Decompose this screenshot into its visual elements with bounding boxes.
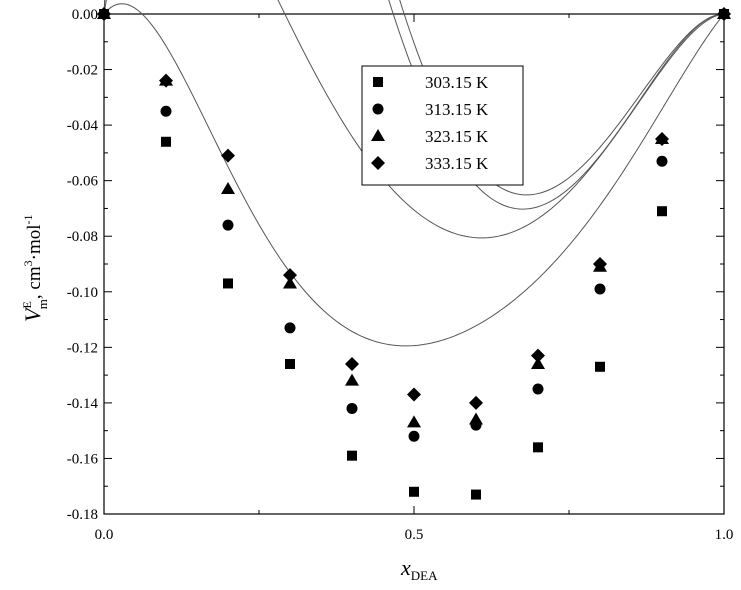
y-tick-label: -0.04 <box>67 118 99 134</box>
fit-line-1 <box>103 3 725 347</box>
data-point-s4 <box>159 73 173 88</box>
x-axis-title-main: x <box>400 555 411 580</box>
data-point-s1 <box>409 486 419 497</box>
data-point-s1 <box>285 359 295 369</box>
data-point-s3 <box>407 415 421 428</box>
x-axis-title: xDEA <box>400 555 438 583</box>
data-point-s2 <box>160 105 172 117</box>
data-point-s4 <box>221 148 235 163</box>
legend-label-3: 323.15 K <box>425 127 489 146</box>
x-tick-label: 1.0 <box>715 527 734 543</box>
y-tick-label: 0.00 <box>72 7 98 23</box>
legend-label-2: 313.15 K <box>425 100 489 119</box>
y-tick-label: -0.12 <box>67 340 98 356</box>
legend-marker-4 <box>371 156 385 170</box>
y-tick-label: -0.10 <box>67 285 98 301</box>
y-axis-title: VEm, cm3·mol-1 <box>20 214 50 322</box>
data-point-s1 <box>533 442 543 453</box>
data-point-s3 <box>469 412 483 425</box>
legend-marker-1 <box>373 77 383 87</box>
data-point-s4 <box>593 257 607 271</box>
legend-marker-3 <box>371 129 385 141</box>
y-tick-label: -0.18 <box>67 507 98 523</box>
y-tick-label: -0.02 <box>67 63 98 79</box>
legend-items: 303.15 K 313.15 K 323.15 K 333.15 K <box>371 73 489 173</box>
data-point-s4 <box>655 132 669 146</box>
y-tick-label: -0.08 <box>67 229 98 245</box>
data-point-s3 <box>221 182 235 194</box>
data-point-s4 <box>283 268 297 283</box>
legend: 303.15 K 313.15 K 323.15 K 333.15 K <box>361 65 524 186</box>
data-point-s1 <box>657 206 667 217</box>
y-tick-label: -0.14 <box>67 396 99 412</box>
y-axis-title-unit: , cm <box>24 266 45 299</box>
data-point-s3 <box>283 276 297 289</box>
data-point-s2 <box>408 430 420 442</box>
data-point-s3 <box>531 357 545 369</box>
y-axis-title-dot: · <box>24 254 45 260</box>
data-point-s1 <box>595 361 605 372</box>
data-point-s4 <box>531 348 545 363</box>
data-point-s2 <box>222 219 234 231</box>
y-axis-title-sup: E <box>20 301 34 308</box>
y-axis-title-sup2: 3 <box>21 260 35 266</box>
y-axis-title-unit2: mol <box>24 224 45 254</box>
data-point-s4 <box>469 395 483 410</box>
data-point-s2 <box>594 283 606 295</box>
data-point-s2 <box>656 155 668 167</box>
legend-box <box>361 65 524 186</box>
data-point-s1 <box>347 450 357 461</box>
data-point-s3 <box>345 373 359 386</box>
legend-label-1: 303.15 K <box>425 73 489 92</box>
data-point-s2 <box>284 322 296 334</box>
y-axis-title-sup3: -1 <box>21 214 35 224</box>
data-point-s1 <box>223 278 233 289</box>
data-point-s1 <box>161 136 171 147</box>
x-tick-label: 0.0 <box>95 527 114 543</box>
tick-labels: 0.0 0.5 1.0 0.00 -0.02 -0.04 -0.06 -0.08 -0.10 -0… <box>67 7 734 543</box>
ticks <box>103 13 725 515</box>
y-axis-title-main: V <box>20 306 45 322</box>
data-point-s1 <box>471 489 481 500</box>
legend-label-4: 333.15 K <box>425 154 489 173</box>
data-point-s4 <box>345 357 359 371</box>
markers <box>97 7 731 500</box>
legend-marker-2 <box>372 103 384 115</box>
x-tick-label: 0.5 <box>405 527 424 543</box>
y-tick-label: -0.16 <box>67 451 99 467</box>
fit-line-4 <box>103 0 725 196</box>
y-tick-label: -0.06 <box>67 174 99 190</box>
x-axis-title-sub: DEA <box>411 568 438 583</box>
data-point-s2 <box>532 383 544 395</box>
data-point-s4 <box>407 387 421 402</box>
y-axis-title-sub: m <box>35 299 50 309</box>
data-point-s2 <box>346 402 358 414</box>
